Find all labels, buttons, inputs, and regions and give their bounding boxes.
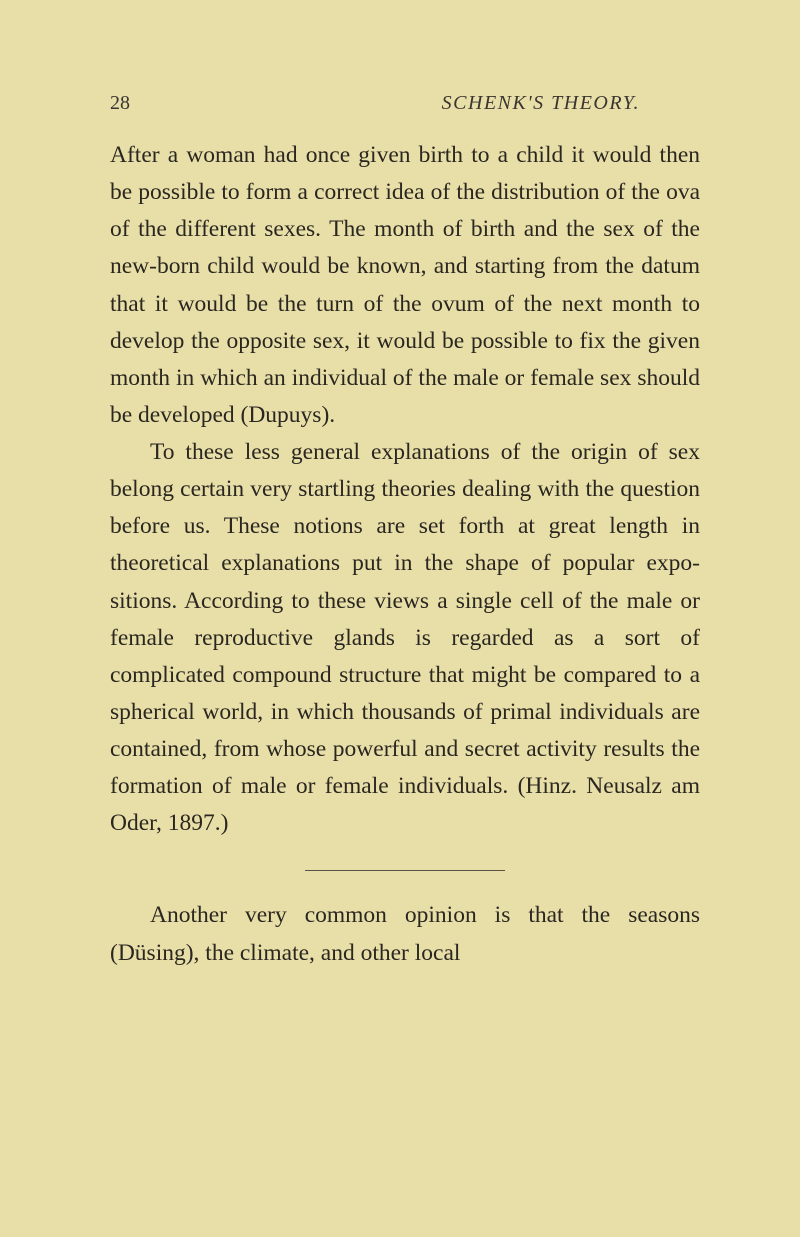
section-divider-wrap — [110, 870, 700, 871]
paragraph-2: To these less general explanations of th… — [110, 434, 700, 842]
paragraph-3: Another very common opinion is that the … — [110, 897, 700, 971]
body-text: After a woman had once given birth to a … — [110, 137, 700, 972]
book-page: 28 SCHENK'S THEORY. After a woman had on… — [0, 0, 800, 1032]
page-header: 28 SCHENK'S THEORY. — [110, 92, 700, 115]
section-divider — [305, 870, 505, 871]
paragraph-1: After a woman had once given birth to a … — [110, 137, 700, 434]
page-number: 28 — [110, 92, 130, 115]
running-title: SCHENK'S THEORY. — [442, 92, 640, 115]
